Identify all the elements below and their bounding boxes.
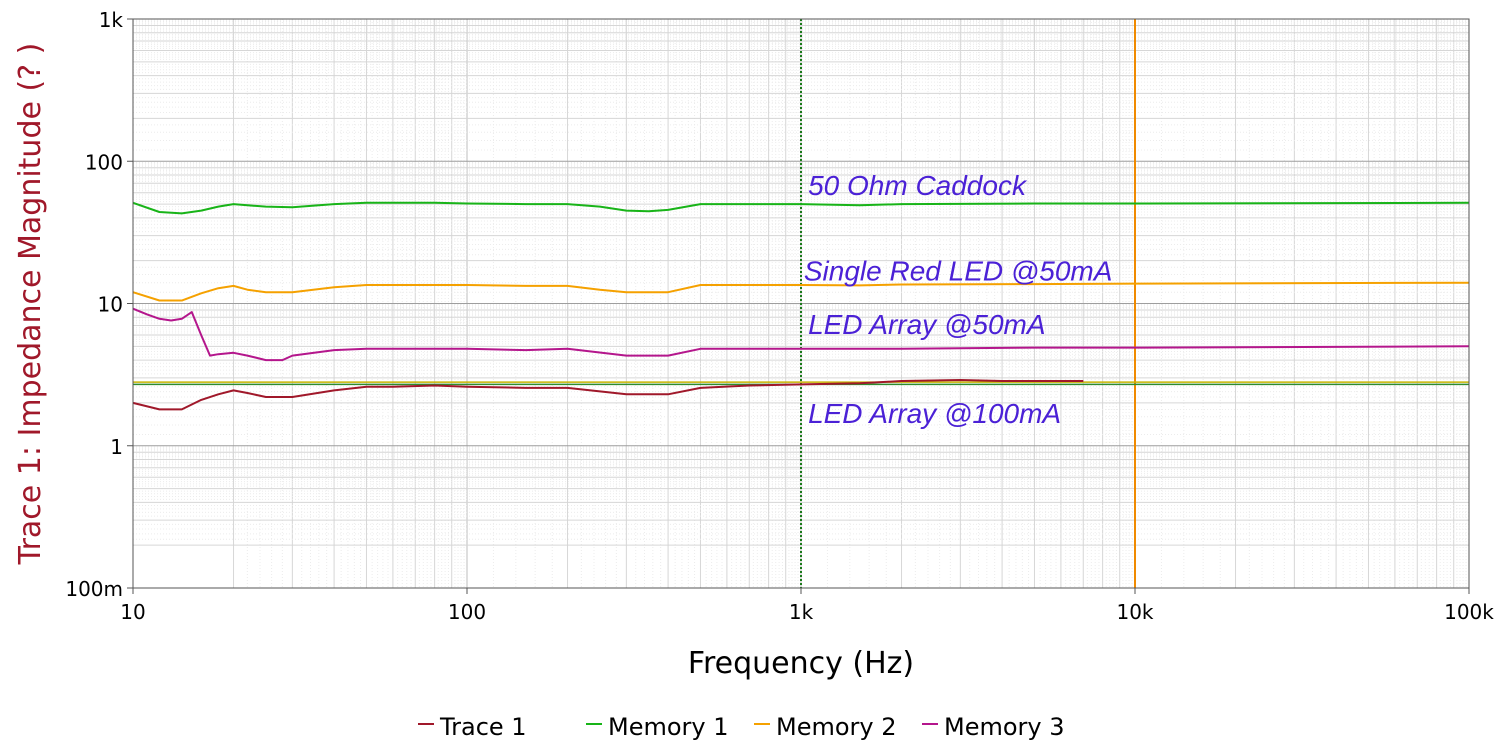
- x-axis-ticks: 10 100 1k 10k 100k: [120, 588, 1494, 624]
- annotation-label: Single Red LED @50mA: [804, 256, 1113, 287]
- y-axis-ticks: 100m 1 10 100 1k: [65, 8, 133, 601]
- x-tick-label: 10: [120, 600, 145, 624]
- series-lines: [132, 201, 1470, 411]
- x-tick-label: 100: [448, 600, 486, 624]
- legend-item[interactable]: Trace 1: [418, 713, 527, 741]
- series-line-trace-1: [132, 379, 1084, 411]
- legend: Trace 1 Memory 1 Memory 2 Memory 3: [418, 713, 1065, 741]
- legend-label: Memory 1: [608, 713, 729, 741]
- legend-item[interactable]: Memory 2: [754, 713, 897, 741]
- annotation-label: 50 Ohm Caddock: [808, 170, 1028, 201]
- markers: [800, 19, 1136, 588]
- grid: [133, 19, 1469, 588]
- legend-item[interactable]: Memory 1: [586, 713, 729, 741]
- y-tick-label: 1: [110, 435, 123, 459]
- series-line-memory-1: [132, 201, 1470, 215]
- series-line-memory-2: [132, 281, 1470, 302]
- annotation-label: LED Array @50mA: [808, 309, 1045, 340]
- y-tick-label: 10: [98, 293, 123, 317]
- x-tick-label: 1k: [789, 600, 814, 624]
- legend-item[interactable]: Memory 3: [922, 713, 1065, 741]
- x-axis-title: Frequency (Hz): [688, 646, 914, 681]
- annotation-label: LED Array @100mA: [808, 398, 1061, 429]
- x-tick-label: 100k: [1444, 600, 1494, 624]
- legend-label: Memory 3: [944, 713, 1065, 741]
- series-line-memory-3: [132, 307, 1470, 362]
- legend-label: Trace 1: [439, 713, 527, 741]
- legend-label: Memory 2: [776, 713, 897, 741]
- y-tick-label: 100m: [65, 577, 123, 601]
- annotations: 50 Ohm Caddock Single Red LED @50mA LED Ar…: [804, 170, 1113, 429]
- y-tick-label: 1k: [99, 8, 124, 32]
- y-axis-title: Trace 1: Impedance Magnitude (? ): [13, 43, 48, 566]
- y-tick-label: 100: [85, 150, 123, 174]
- x-tick-label: 10k: [1116, 600, 1153, 624]
